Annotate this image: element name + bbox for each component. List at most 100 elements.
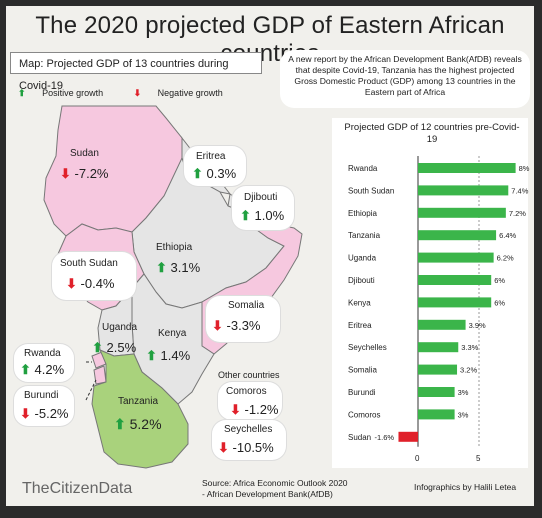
data-label: 7.4%: [511, 186, 528, 195]
other-countries-label: Other countries: [218, 370, 280, 380]
kenya-label: Kenya: [158, 328, 187, 339]
callout-south-sudan: South Sudan ⬇ -0.4%: [52, 252, 136, 300]
callout-burundi: Burundi ⬇ -5.2%: [14, 386, 74, 426]
comoros-label: Comoros: [226, 386, 267, 397]
infographic-panel: The 2020 projected GDP of Eastern Africa…: [6, 6, 534, 506]
tanzania-shape: [91, 349, 189, 469]
legend-negative-label: Negative growth: [157, 88, 223, 98]
callout-seychelles: Seychelles ⬇ -10.5%: [212, 420, 286, 460]
data-label: 6%: [494, 276, 505, 285]
down-arrow-icon: ⬇: [218, 440, 229, 455]
data-label: 3%: [458, 388, 469, 397]
category-label: Seychelles: [348, 343, 387, 352]
data-label: -1.6%: [374, 433, 394, 442]
callout-kenya: Kenya ⬆ 1.4%: [142, 324, 198, 364]
bar: [418, 342, 459, 353]
up-arrow-icon: ⬆: [92, 340, 103, 355]
tick-label: 5: [476, 454, 481, 463]
burundi-value: -5.2%: [34, 406, 69, 421]
bar: [418, 185, 509, 196]
rwanda-label: Rwanda: [24, 348, 61, 359]
up-arrow-icon: ⬆: [20, 362, 31, 377]
legend-positive: ⬆ Positive growth: [18, 88, 117, 98]
data-label: 3.3%: [461, 343, 478, 352]
down-arrow-icon: ⬇: [212, 318, 223, 333]
up-arrow-icon: ⬆: [240, 208, 251, 223]
comoros-value: -1.2%: [244, 402, 279, 417]
category-label: Rwanda: [348, 164, 378, 173]
category-label: Somalia: [348, 366, 377, 375]
category-label: Sudan: [348, 433, 371, 442]
data-label: 3.2%: [460, 366, 477, 375]
bar: [418, 297, 492, 308]
category-label: Burundi: [348, 388, 376, 397]
bar: [418, 163, 516, 173]
eritrea-value: 0.3%: [206, 166, 237, 181]
data-label: 6%: [494, 298, 505, 307]
south-sudan-label: South Sudan: [60, 258, 118, 269]
down-arrow-icon: ⬇: [230, 402, 241, 417]
category-label: Kenya: [348, 298, 371, 307]
chart-title: Projected GDP of 12 countries pre-Covid-…: [344, 122, 520, 145]
source-text: Source: Africa Economic Outlook 2020- Af…: [202, 478, 348, 500]
tanzania-value: 5.2%: [129, 416, 162, 432]
uganda-value: 2.5%: [106, 340, 137, 355]
kenya-value: 1.4%: [160, 348, 191, 363]
tanzania-label: Tanzania: [118, 396, 159, 407]
up-arrow-icon: ⬆: [18, 88, 26, 98]
report-note: A new report by the African Development …: [280, 50, 530, 108]
bar-chart: Rwanda 8% South Sudan 7.4% Ethiopia 7.2% Tanza…: [348, 156, 530, 463]
callout-sudan: Sudan ⬇ -7.2%: [56, 144, 134, 196]
source-line-2: - African Development Bank(AfDB): [202, 489, 333, 499]
category-label: Tanzania: [348, 231, 381, 240]
category-label: Ethiopia: [348, 209, 377, 218]
map-title: Map: Projected GDP of 13 countries durin…: [10, 52, 262, 92]
bar: [418, 275, 492, 285]
callout-ethiopia: Ethiopia ⬆ 3.1%: [148, 236, 218, 284]
data-label: 7.2%: [509, 209, 526, 218]
legend-positive-label: Positive growth: [42, 88, 104, 98]
brand-logo-text: TheCitizenData: [22, 480, 133, 497]
uganda-label: Uganda: [102, 322, 138, 333]
bar: [418, 252, 494, 263]
callout-rwanda: Rwanda ⬆ 4.2%: [14, 344, 74, 382]
category-label: Eritrea: [348, 321, 372, 330]
sudan-label: Sudan: [70, 148, 99, 159]
seychelles-label: Seychelles: [224, 424, 273, 435]
callout-eritrea: Eritrea ⬆ 0.3%: [184, 146, 246, 186]
up-arrow-icon: ⬆: [146, 348, 157, 363]
legend-negative: ⬇ Negative growth: [134, 88, 237, 98]
callout-tanzania: Tanzania ⬆ 5.2%: [108, 392, 180, 438]
callout-djibouti: Djibouti ⬆ 1.0%: [232, 186, 294, 230]
data-label: 8%: [519, 164, 530, 173]
up-arrow-icon: ⬆: [114, 416, 126, 432]
callout-comoros: Comoros ⬇ -1.2%: [218, 382, 282, 420]
bar: [418, 319, 466, 330]
seychelles-value: -10.5%: [232, 440, 274, 455]
bar: [418, 207, 506, 218]
category-label: Djibouti: [348, 276, 375, 285]
category-label: Comoros: [348, 410, 380, 419]
down-arrow-icon: ⬇: [60, 166, 71, 181]
category-label: Uganda: [348, 254, 377, 263]
somalia-value: -3.3%: [226, 318, 261, 333]
down-arrow-icon: ⬇: [66, 276, 77, 291]
bar: [418, 230, 497, 241]
bar: [398, 431, 418, 442]
map-legend: ⬆ Positive growth ⬇ Negative growth: [18, 88, 251, 99]
bar: [418, 364, 458, 375]
burundi-label: Burundi: [24, 390, 59, 401]
data-label: 3%: [458, 410, 469, 419]
tick-label: 0: [415, 454, 420, 463]
bar: [418, 409, 455, 420]
eritrea-label: Eritrea: [196, 151, 226, 162]
down-arrow-icon: ⬇: [133, 88, 142, 98]
credit-text: Infographics by Halili Letea: [414, 482, 517, 492]
sudan-value: -7.2%: [74, 166, 109, 181]
bar: [418, 387, 455, 397]
somalia-label: Somalia: [228, 300, 265, 311]
up-arrow-icon: ⬆: [192, 166, 203, 181]
south-sudan-value: -0.4%: [80, 276, 115, 291]
data-label: 6.2%: [497, 254, 514, 263]
